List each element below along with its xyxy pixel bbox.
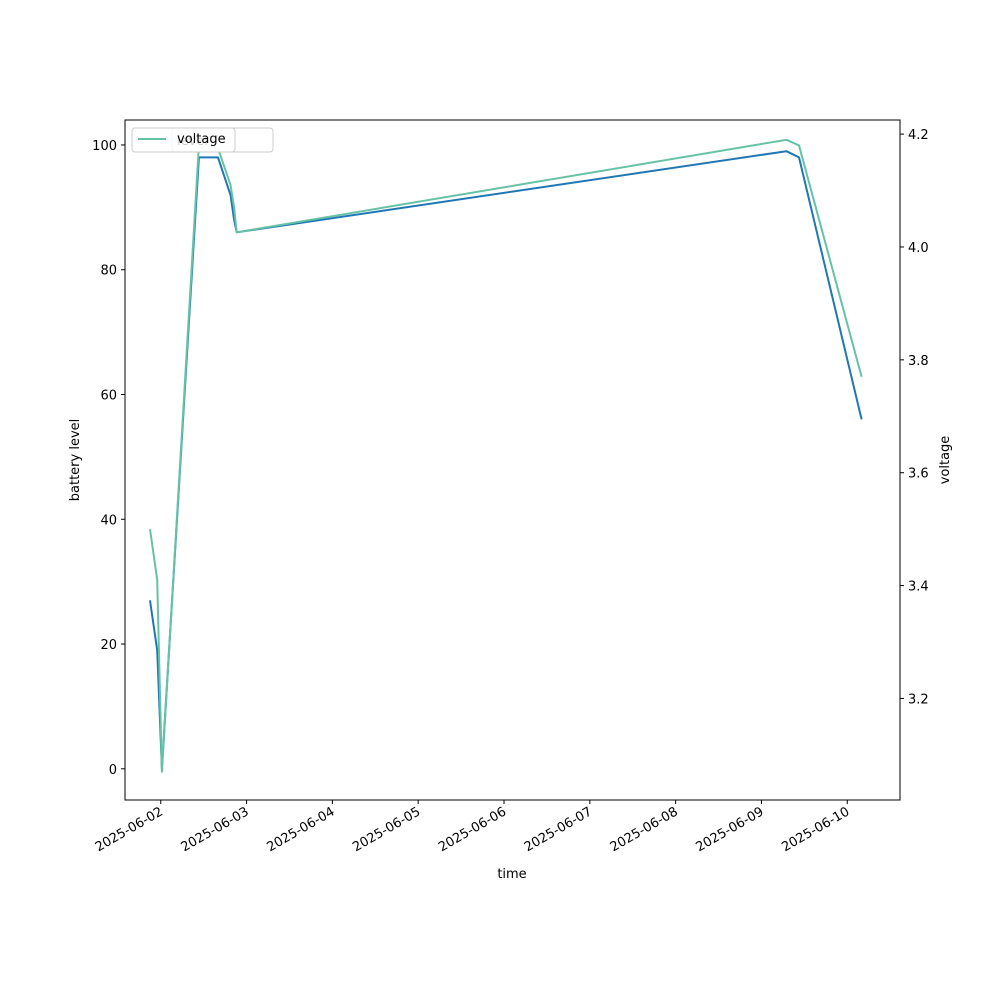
y-tick-label: 40	[100, 513, 117, 528]
y-tick-label: 80	[100, 264, 117, 279]
y2-tick-label: 3.6	[908, 467, 929, 482]
legend-voltage-box	[131, 127, 236, 153]
y-axis-label: battery level	[68, 419, 83, 502]
plot-frame	[124, 119, 901, 801]
legend-voltage-label: voltage	[177, 132, 226, 147]
y-tick-label: 100	[92, 139, 117, 154]
y-tick-label: 60	[100, 388, 117, 403]
series-layer	[149, 138, 863, 773]
y2-tick-label: 3.4	[908, 580, 929, 595]
y2-tick-label: 4.2	[908, 128, 929, 143]
legend-voltage: voltage	[131, 127, 236, 153]
y2-tick-label: 4.0	[908, 241, 929, 256]
x-axis-label: time	[497, 867, 526, 882]
y2-tick-label: 3.2	[908, 692, 929, 707]
y2-tick-label: 3.8	[908, 354, 929, 369]
series-line-voltage	[149, 138, 863, 773]
y2-axis-ticks: 3.2 3.4 3.6 3.8 4.0 4.2	[900, 128, 929, 707]
y-axis-ticks: 0 20 40 60 80 100	[92, 139, 125, 778]
y-tick-label: 20	[100, 638, 117, 653]
y2-axis-label: voltage	[938, 436, 953, 485]
plot-area	[125, 120, 900, 800]
y-tick-label: 0	[109, 763, 117, 778]
